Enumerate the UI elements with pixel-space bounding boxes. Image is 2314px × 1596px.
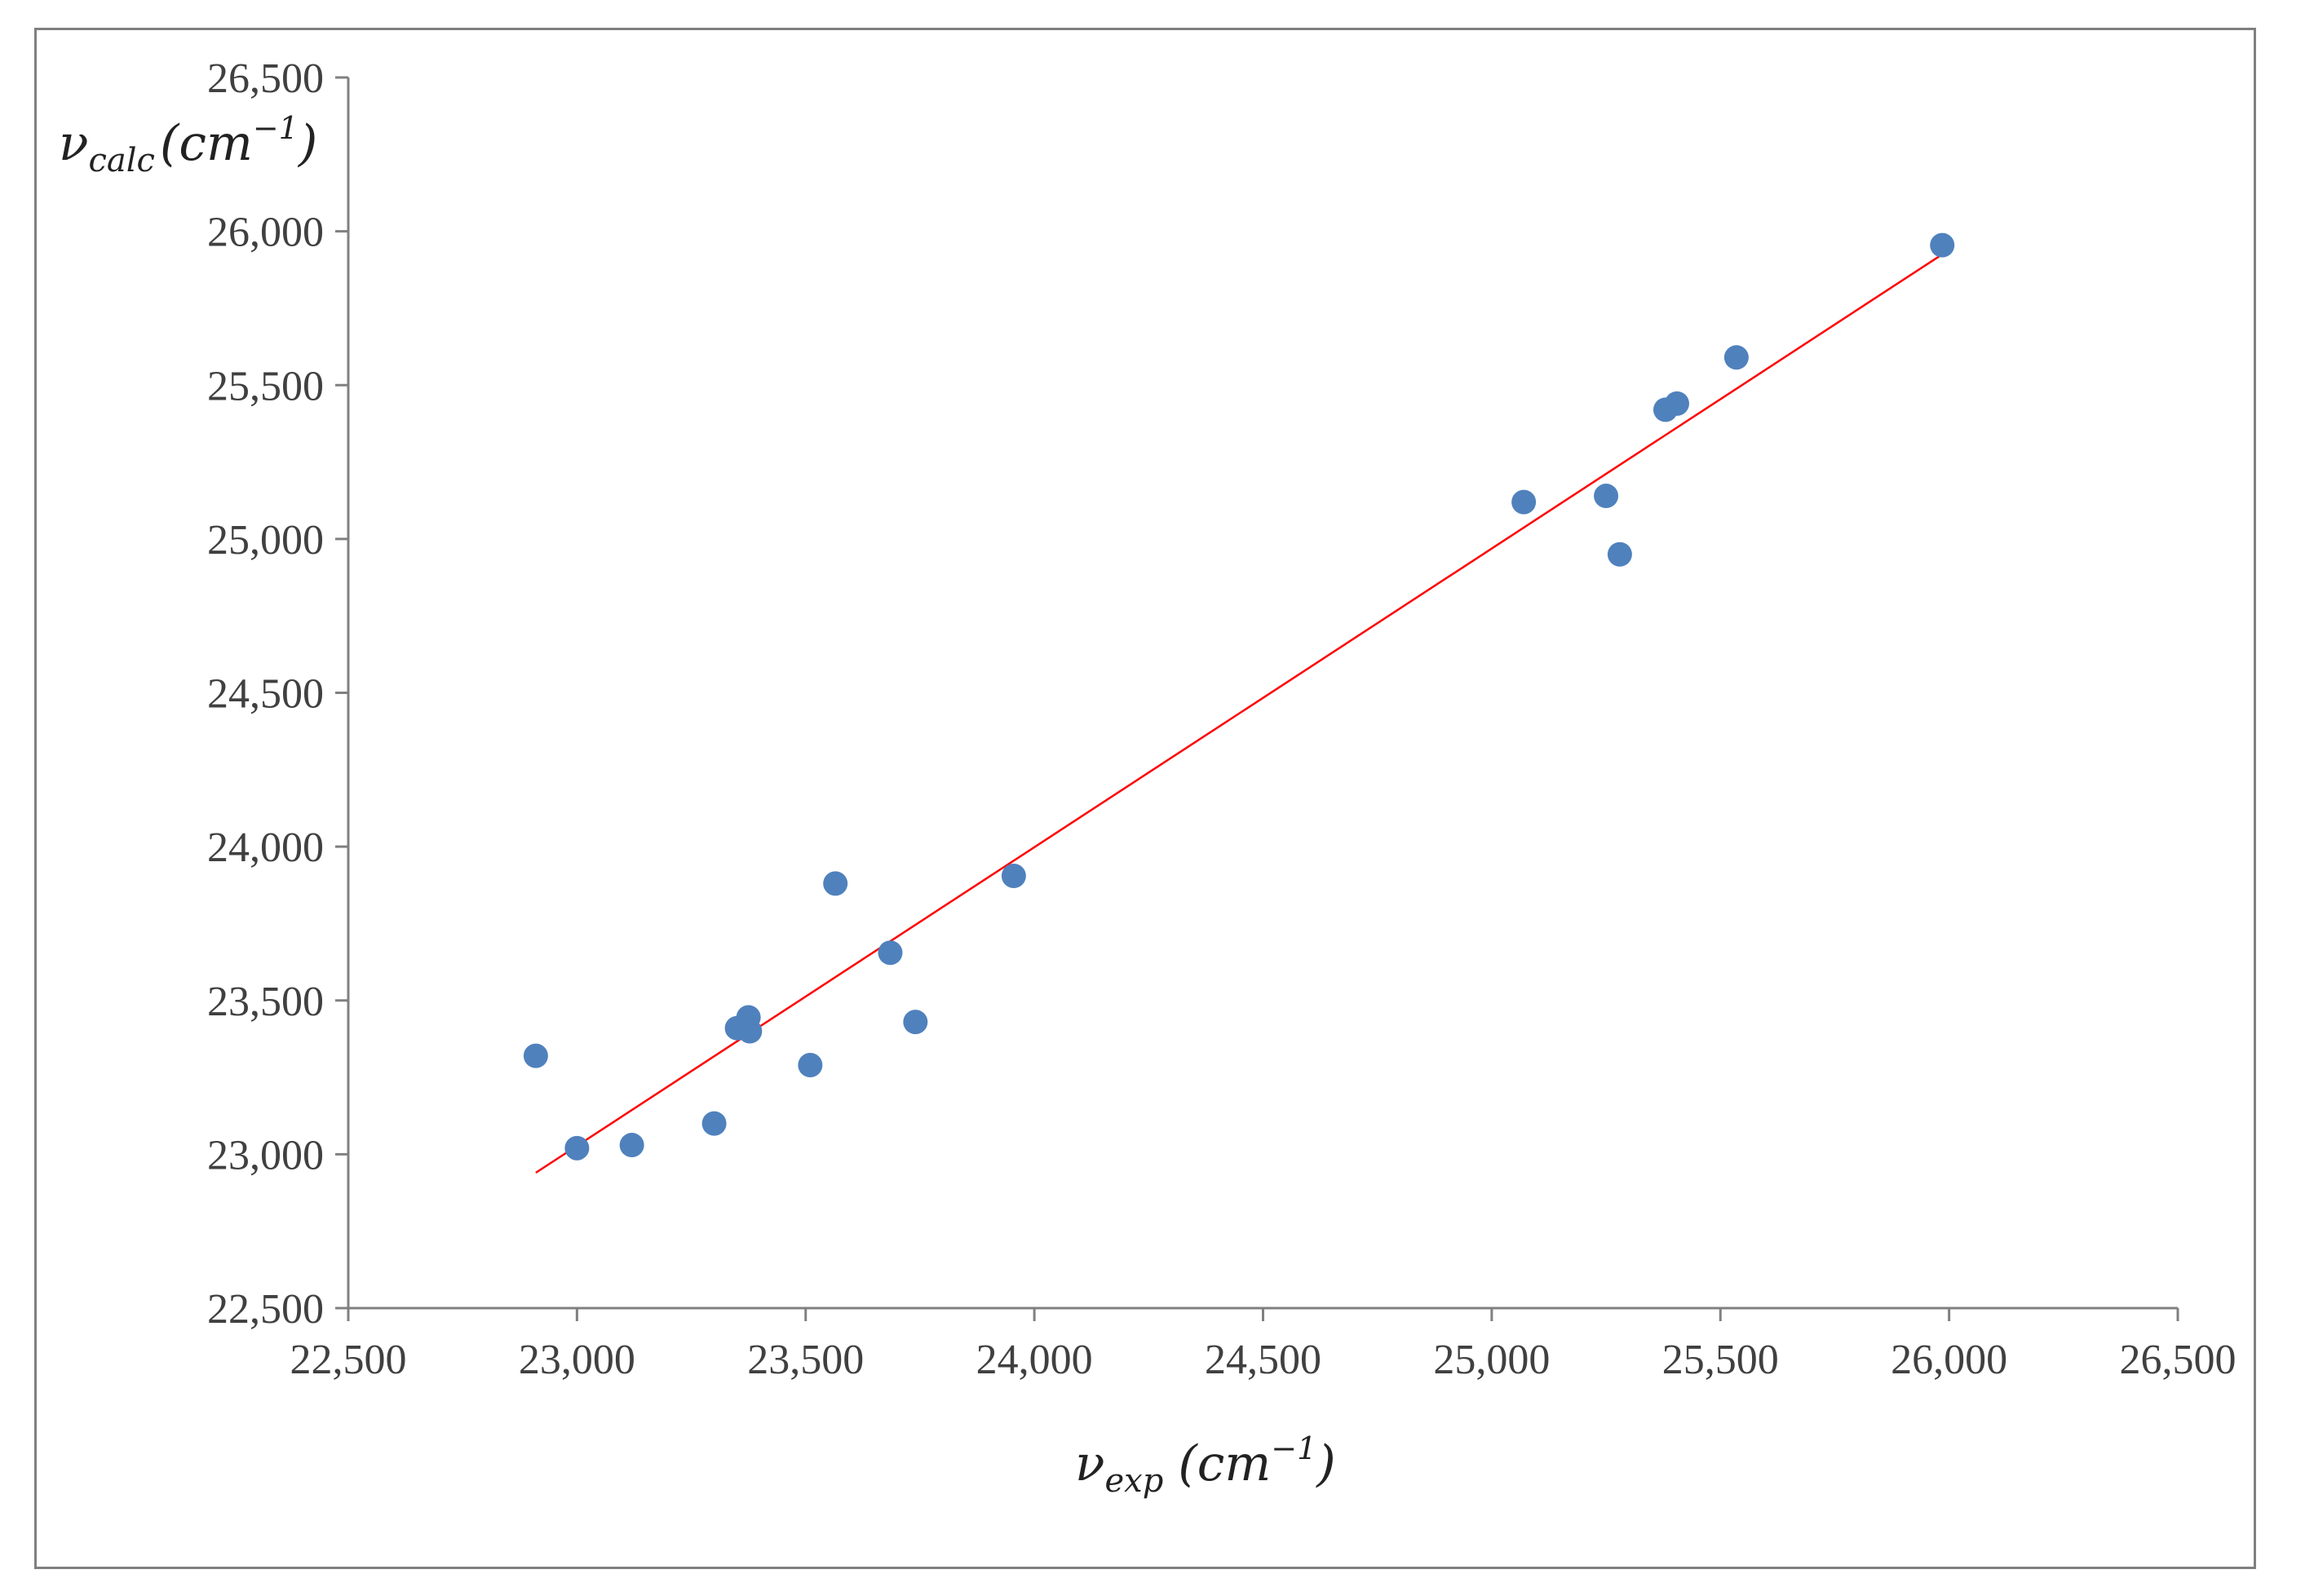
chart-frame bbox=[34, 28, 2256, 1569]
x-tick-label: 24,500 bbox=[1205, 1337, 1321, 1383]
x-tick-label: 26,500 bbox=[2120, 1337, 2237, 1383]
x-tick-label: 22,500 bbox=[290, 1337, 407, 1383]
data-point bbox=[1607, 542, 1632, 567]
data-point bbox=[1723, 345, 1749, 370]
y-tick-label: 23,500 bbox=[207, 979, 324, 1025]
axes bbox=[335, 76, 2179, 1321]
data-point bbox=[564, 1135, 590, 1161]
x-tick-label: 23,000 bbox=[519, 1337, 635, 1383]
data-point bbox=[798, 1052, 823, 1077]
data-point bbox=[1594, 484, 1619, 509]
x-tick-label: 26,000 bbox=[1891, 1337, 2007, 1383]
data-point bbox=[823, 871, 848, 896]
x-tick-label: 25,000 bbox=[1433, 1337, 1550, 1383]
x-tick-label: 24,000 bbox=[976, 1337, 1093, 1383]
data-point bbox=[1930, 232, 1955, 258]
data-point bbox=[523, 1043, 548, 1068]
y-tick-label: 24,500 bbox=[207, 671, 324, 718]
y-axis-title: νcalc (cm−1) bbox=[59, 110, 317, 179]
y-tick-labels: 22,500 23,000 23,500 24,000 24,500 25,000 25,5… bbox=[207, 55, 324, 1333]
data-point bbox=[701, 1111, 727, 1136]
data-point bbox=[1511, 489, 1537, 515]
x-axis-title: νexp (cm−1) bbox=[1075, 1430, 1336, 1500]
data-point bbox=[903, 1010, 928, 1035]
x-tick-label: 23,500 bbox=[747, 1337, 864, 1383]
y-tick-label: 25,000 bbox=[207, 517, 324, 564]
y-tick-label: 23,000 bbox=[207, 1132, 324, 1178]
data-point bbox=[1664, 391, 1689, 416]
data-point bbox=[737, 1019, 763, 1044]
data-point bbox=[1001, 863, 1026, 888]
trendline-group bbox=[535, 251, 1945, 1174]
data-points bbox=[523, 232, 1955, 1161]
x-tick-labels: 22,500 23,000 23,500 24,000 24,500 25,000 25,5… bbox=[290, 1337, 2237, 1383]
y-tick-label: 26,000 bbox=[207, 210, 324, 256]
y-tick-label: 22,500 bbox=[207, 1286, 324, 1333]
data-point bbox=[619, 1133, 644, 1158]
y-tick-label: 25,500 bbox=[207, 363, 324, 409]
trendline bbox=[535, 251, 1945, 1174]
x-tick-label: 25,500 bbox=[1662, 1337, 1779, 1383]
y-tick-label: 26,500 bbox=[207, 55, 324, 102]
y-tick-label: 24,000 bbox=[207, 825, 324, 871]
data-point bbox=[878, 940, 903, 966]
